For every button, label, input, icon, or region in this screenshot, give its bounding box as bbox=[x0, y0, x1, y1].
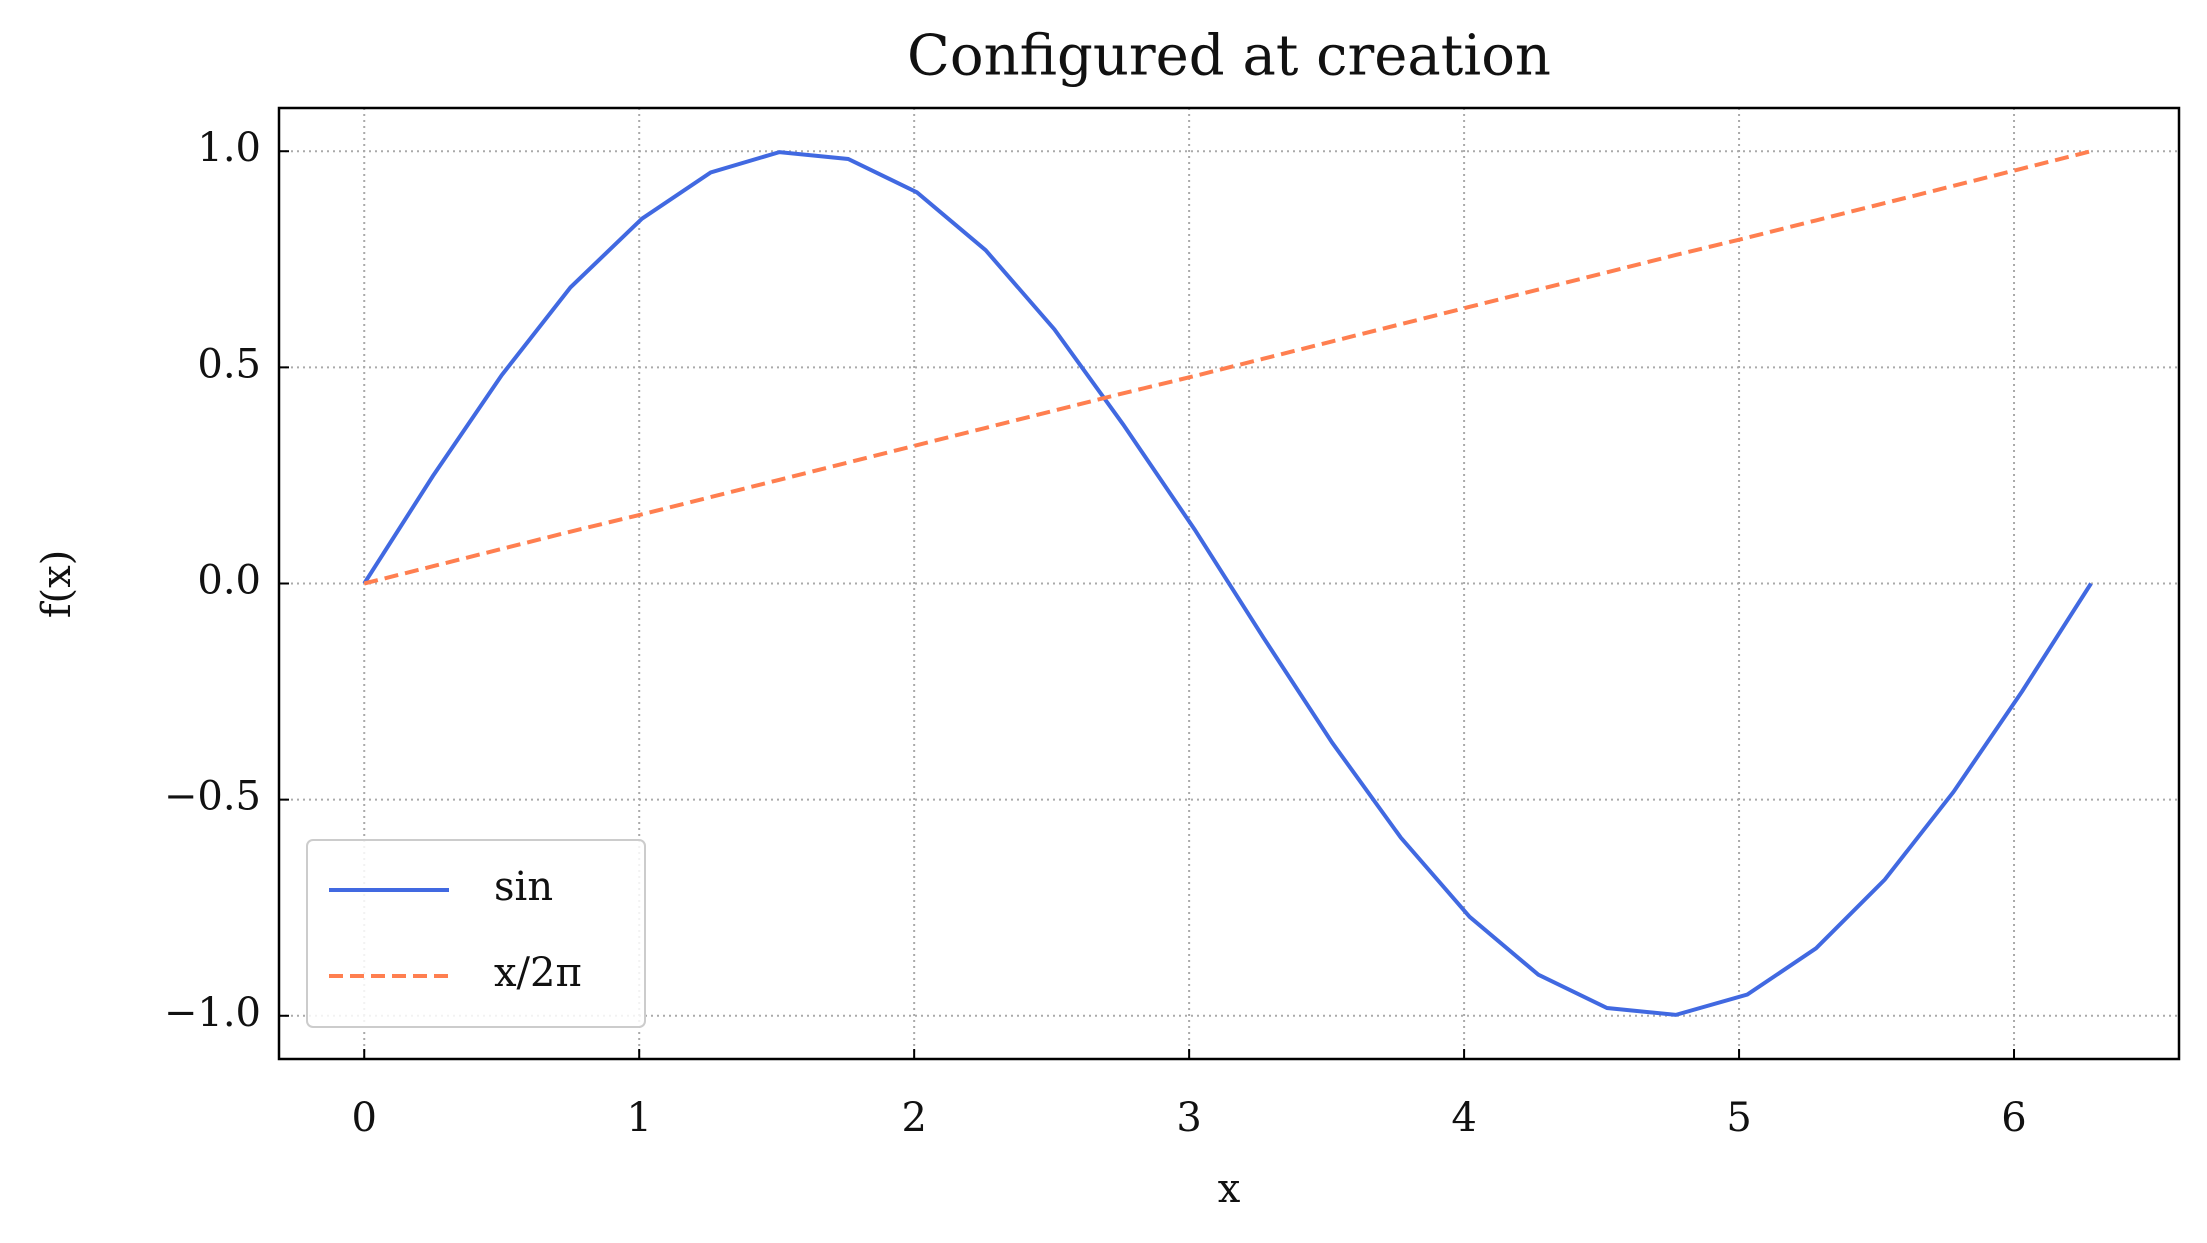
x-axis-label: x bbox=[1218, 1166, 1241, 1212]
x-tick-label: 0 bbox=[352, 1095, 377, 1141]
series-line bbox=[362, 150, 2093, 1017]
legend-box bbox=[306, 839, 646, 1028]
x-tick-label: 3 bbox=[1176, 1095, 1201, 1141]
x-tick-label: 6 bbox=[2001, 1095, 2026, 1141]
chart-title: Configured at creation bbox=[907, 24, 1551, 89]
axes-frame bbox=[277, 106, 2181, 1061]
series-line bbox=[363, 149, 2092, 586]
y-tick-label: 1.0 bbox=[197, 125, 261, 171]
y-axis-label: f(x) bbox=[34, 550, 80, 619]
x-tick-label: 1 bbox=[626, 1095, 651, 1141]
y-tick-label: 0.5 bbox=[197, 341, 261, 387]
y-tick-label: 0.0 bbox=[197, 558, 261, 604]
x-tick-label: 5 bbox=[1726, 1095, 1751, 1141]
x-tick-label: 2 bbox=[901, 1095, 926, 1141]
y-tick-label: −1.0 bbox=[164, 990, 261, 1036]
y-tick-label: −0.5 bbox=[164, 774, 261, 820]
legend-label: x/2π bbox=[494, 950, 582, 996]
legend-label: sin bbox=[494, 864, 553, 910]
x-tick-label: 4 bbox=[1451, 1095, 1476, 1141]
